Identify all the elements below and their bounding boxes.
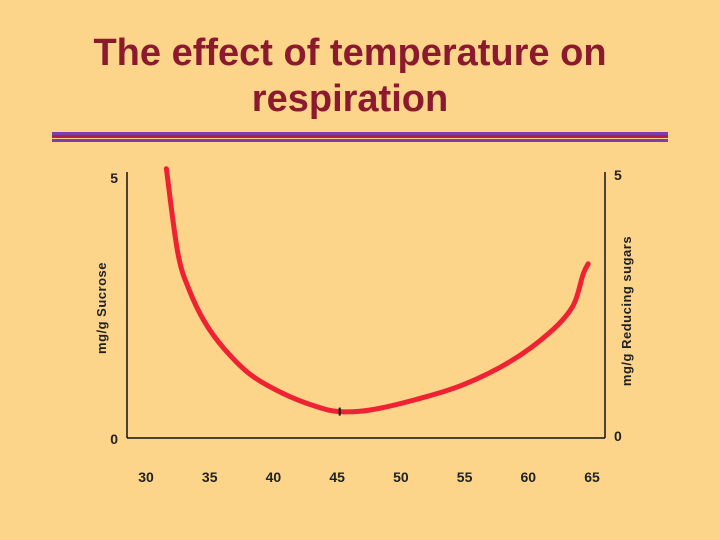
- y-tick-label-5: 5: [110, 170, 118, 186]
- x-tick-label-55: 55: [457, 469, 473, 485]
- title-underline-top: [52, 132, 668, 135]
- x-tick-label-35: 35: [202, 469, 218, 485]
- title-underline-accent: [52, 135, 668, 138]
- y2-tick-label-5: 5: [614, 167, 622, 183]
- x-tick-label-30: 30: [138, 469, 154, 485]
- x-tick-label-40: 40: [266, 469, 282, 485]
- y-tick-label-0: 0: [110, 431, 118, 447]
- page-title: The effect of temperature on respiration: [93, 32, 607, 120]
- x-tick-label-50: 50: [393, 469, 409, 485]
- x-tick-label-45: 45: [329, 469, 345, 485]
- y-axis-title: mg/g Sucrose: [94, 262, 109, 354]
- x-tick-label-60: 60: [520, 469, 536, 485]
- y2-tick-label-0: 0: [614, 428, 622, 444]
- series-line-0: [163, 166, 591, 415]
- title-underline-bottom: [52, 139, 668, 142]
- x-tick-label-65: 65: [584, 469, 600, 485]
- y2-axis-title: mg/g Reducing sugars: [619, 236, 634, 386]
